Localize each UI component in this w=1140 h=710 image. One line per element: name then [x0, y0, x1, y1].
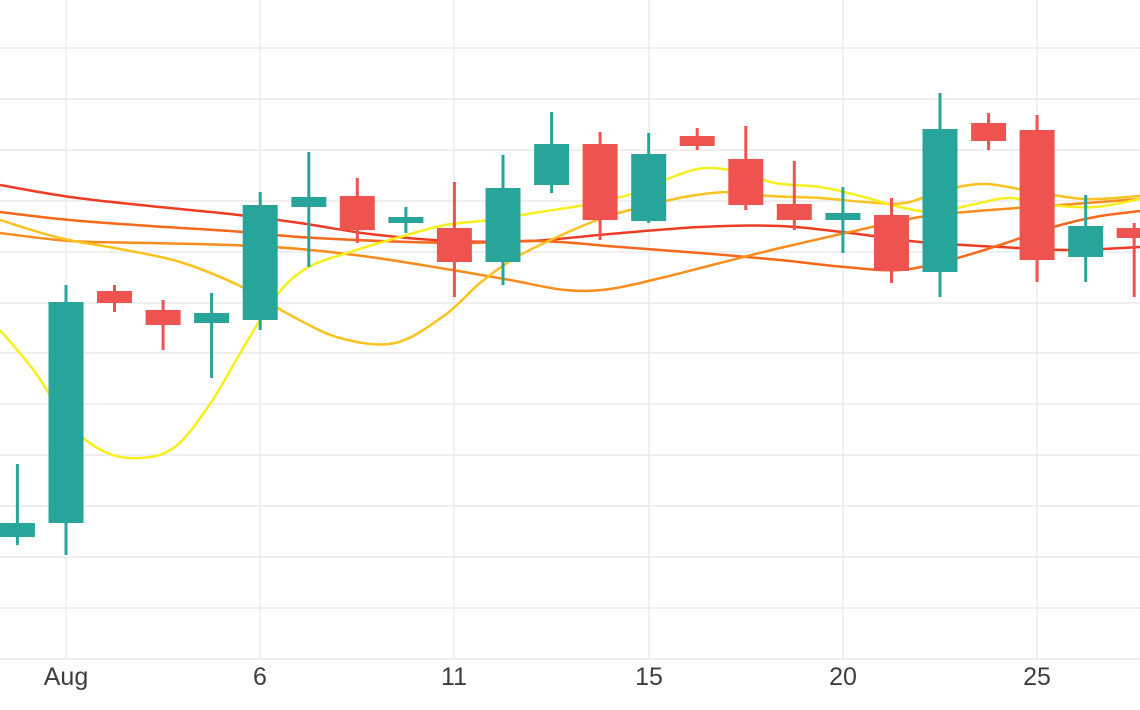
- candle-body: [971, 123, 1007, 141]
- candle-body: [194, 313, 230, 323]
- candle-body: [922, 129, 958, 272]
- candle-body: [534, 144, 570, 185]
- x-tick-label-6: 6: [253, 663, 267, 691]
- candle-aug-14-down[interactable]: [582, 132, 618, 240]
- candle-body: [436, 228, 472, 262]
- candle-body: [1068, 226, 1104, 257]
- candle-aug-22-up[interactable]: [922, 93, 958, 297]
- candle-aug-16-down[interactable]: [679, 128, 715, 150]
- candle-body: [582, 144, 618, 220]
- candle-aug-11-down[interactable]: [436, 182, 472, 297]
- candle-aug-23-down[interactable]: [971, 113, 1007, 150]
- candle-body: [145, 310, 181, 325]
- candle-body: [631, 154, 667, 221]
- x-tick-label-11: 11: [441, 663, 467, 691]
- candle-body: [1116, 228, 1140, 238]
- candle-jul-31-up[interactable]: [0, 464, 35, 545]
- candle-aug-25-down[interactable]: [1019, 115, 1055, 282]
- candle-body: [776, 204, 812, 220]
- candle-aug-6-up[interactable]: [242, 192, 278, 330]
- candle-body: [728, 159, 764, 205]
- x-axis-labels: Aug 6 11 15 20 25: [44, 663, 1051, 691]
- candle-body: [679, 136, 715, 146]
- x-tick-label-15: 15: [635, 663, 663, 691]
- candle-aug-26-up[interactable]: [1068, 195, 1104, 282]
- ma-line-deep-orange: [0, 209, 1140, 272]
- candle-body: [0, 523, 35, 537]
- candle-aug-27-down[interactable]: [1116, 223, 1140, 297]
- candle-body: [874, 215, 909, 271]
- candle-aug-4-down[interactable]: [145, 300, 181, 350]
- candle-aug-12-up[interactable]: [485, 155, 521, 285]
- candle-body: [339, 196, 375, 230]
- candle-body: [388, 217, 424, 223]
- x-tick-label-20: 20: [829, 663, 857, 691]
- candle-body: [48, 302, 84, 523]
- candle-aug-19-down[interactable]: [776, 161, 812, 230]
- candle-body: [825, 213, 861, 220]
- candle-aug-21-down[interactable]: [874, 198, 909, 283]
- candle-aug-5-up[interactable]: [194, 293, 230, 378]
- candle-aug-15-up[interactable]: [631, 133, 667, 223]
- candle-body: [291, 197, 327, 207]
- candle-aug-7-up[interactable]: [291, 152, 327, 267]
- candle-aug-2-down[interactable]: [97, 285, 132, 312]
- candle-aug-20-up[interactable]: [825, 187, 861, 253]
- x-tick-label-aug: Aug: [44, 663, 88, 691]
- candle-aug-1-up[interactable]: [48, 285, 84, 555]
- candle-aug-13-up[interactable]: [534, 112, 570, 193]
- ma-line-red: [0, 183, 1140, 252]
- candle-aug-8-down[interactable]: [339, 178, 375, 243]
- candle-aug-18-down[interactable]: [728, 126, 764, 210]
- candle-body: [485, 188, 521, 262]
- candle-body: [97, 291, 132, 303]
- candle-body: [1019, 130, 1055, 260]
- x-tick-label-25: 25: [1023, 663, 1051, 691]
- candle-aug-9-up[interactable]: [388, 207, 424, 233]
- candles-layer[interactable]: [0, 93, 1140, 555]
- candle-body: [242, 205, 278, 320]
